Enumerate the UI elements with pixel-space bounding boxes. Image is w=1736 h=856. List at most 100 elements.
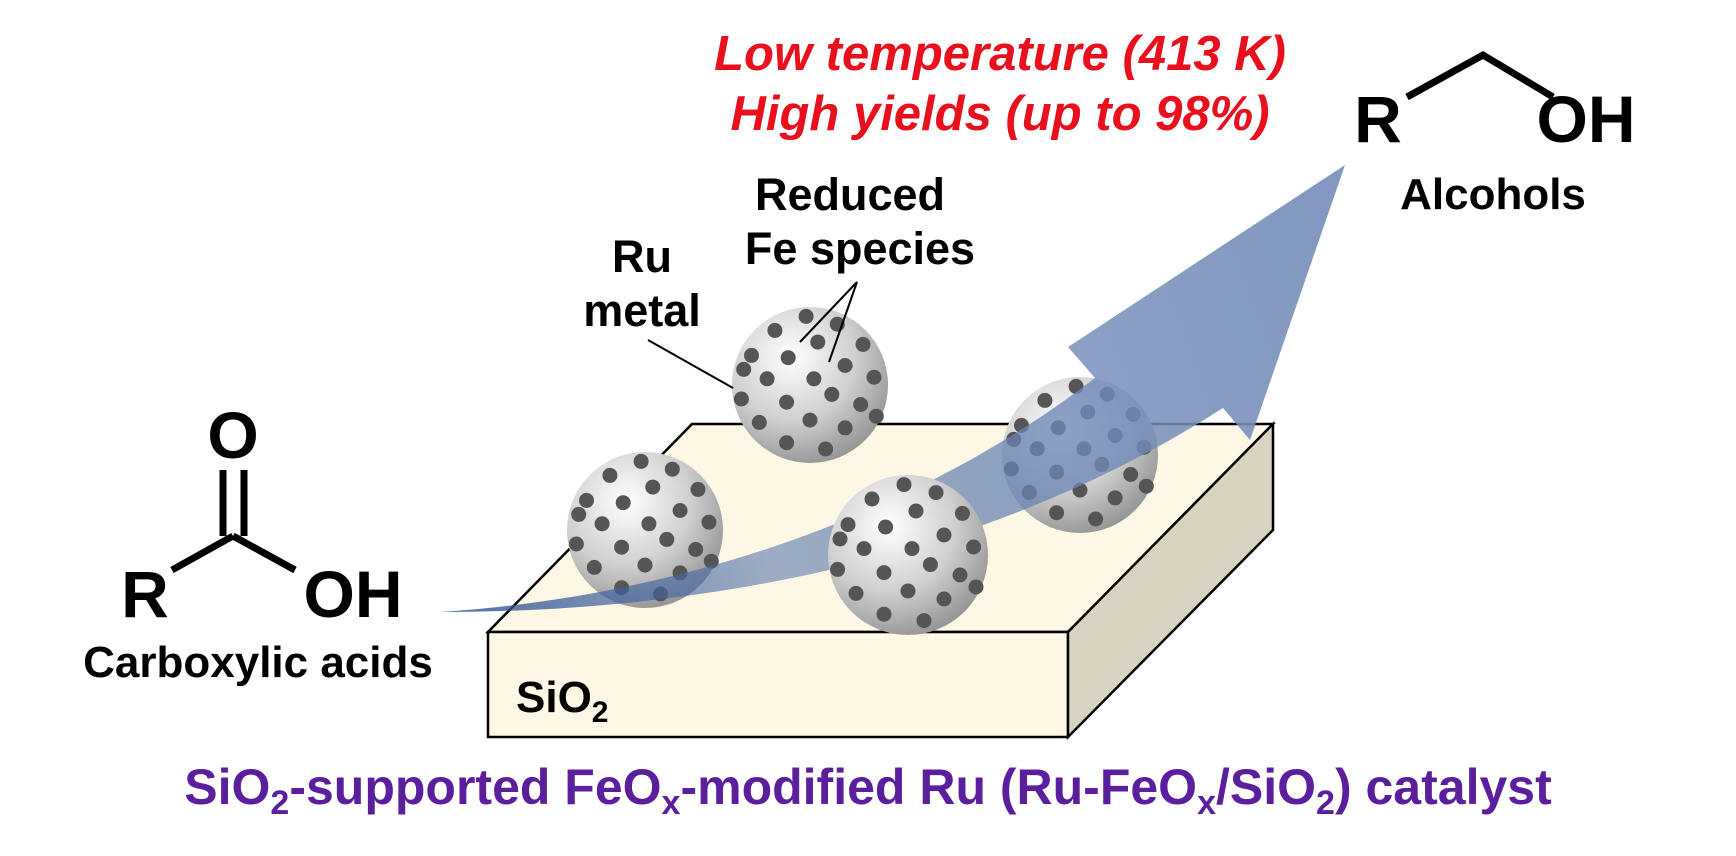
- fe-species-dot: [936, 591, 952, 607]
- ru-label-line2: metal: [583, 285, 701, 336]
- fe-species-dot: [568, 536, 584, 552]
- ru-particle: [828, 475, 988, 635]
- fe-species-dot: [830, 561, 846, 577]
- fe-species-dot: [780, 350, 796, 366]
- fe-species-dot: [767, 322, 783, 338]
- fe-species-dot: [744, 347, 759, 363]
- fe-species-dot: [810, 334, 826, 350]
- fe-species-dot: [688, 542, 704, 557]
- fe-species-dot: [868, 408, 884, 424]
- fe-species-dot: [633, 453, 649, 469]
- fe-species-dot: [896, 477, 912, 493]
- support-label: SiO2: [516, 673, 608, 729]
- label-pointers: [647, 281, 858, 389]
- fe-species-dot: [856, 541, 872, 557]
- caption-part2: -supported FeO: [289, 759, 661, 815]
- fe-species-dot: [1123, 467, 1139, 482]
- caption-sub3: x: [1197, 784, 1216, 822]
- fe-species-dot: [966, 539, 982, 555]
- fe-pointer-right: [828, 281, 858, 363]
- fe-species-dot: [818, 441, 834, 457]
- fe-species-dot: [1088, 511, 1104, 527]
- fe-species-dot: [645, 479, 661, 495]
- fe-species-dot: [733, 391, 749, 407]
- fe-species-dot: [637, 557, 653, 573]
- acid-o-atom: O: [207, 398, 258, 472]
- fe-species-dot: [878, 519, 894, 535]
- caption-sub2: x: [662, 784, 681, 822]
- fe-species-dot: [802, 412, 818, 428]
- fe-species-dot: [855, 336, 871, 352]
- fe-species-dot: [840, 517, 856, 533]
- support-side-face: [1066, 420, 1275, 741]
- fe-species-dot: [848, 585, 864, 601]
- bond-c-oh: [231, 532, 297, 574]
- fe-pointer-left: [799, 281, 858, 343]
- conditions-yield: High yields (up to 98%): [730, 87, 1269, 141]
- caption-part1: SiO: [184, 759, 270, 815]
- acid-r-atom: R: [121, 557, 169, 631]
- fe-species-dot: [659, 531, 675, 547]
- fe-species-dot: [641, 516, 657, 532]
- support-label-sub: 2: [592, 696, 609, 729]
- fe-species-dot: [922, 557, 938, 573]
- fe-species-dot: [952, 567, 968, 583]
- conditions-temperature: Low temperature (413 K): [714, 27, 1286, 81]
- caption-part5: ) catalyst: [1335, 759, 1552, 815]
- spheres-front: [828, 475, 988, 635]
- fe-species-dot: [1107, 490, 1123, 506]
- fe-label-line2: Fe species: [745, 223, 975, 274]
- fe-species-dot: [837, 358, 853, 373]
- fe-species-dot: [876, 606, 892, 622]
- caption-part3: -modified Ru (Ru-FeO: [680, 759, 1197, 815]
- fe-species-dot: [798, 308, 814, 324]
- bond-r-c: [170, 532, 235, 574]
- fe-species-dot: [701, 514, 717, 530]
- fe-species-dot: [866, 369, 882, 385]
- fe-label-line1: Reduced: [755, 169, 945, 220]
- acid-name: Carboxylic acids: [83, 638, 433, 687]
- fe-species-dot: [690, 481, 706, 497]
- fe-species-dot: [614, 539, 630, 555]
- fe-species-dot: [916, 613, 932, 629]
- alcohol-bonds: [1405, 50, 1555, 101]
- caption-sub1: 2: [270, 784, 289, 822]
- fe-species-dot: [579, 492, 594, 508]
- fe-species-dot: [615, 495, 631, 511]
- fe-species-dot: [954, 505, 970, 521]
- fe-species-dot: [876, 565, 892, 581]
- fe-species-dot: [936, 527, 952, 543]
- alcohol-r-atom: R: [1354, 82, 1402, 156]
- sphere-front: [828, 475, 988, 635]
- fe-species-dot: [571, 506, 587, 522]
- fe-species-dot: [900, 583, 916, 599]
- ru-pointer: [647, 339, 734, 389]
- caption-part4: /SiO: [1216, 759, 1316, 815]
- fe-species-dot: [853, 397, 869, 412]
- fe-species-dot: [751, 414, 767, 430]
- fe-species-dot: [824, 386, 840, 402]
- fe-species-dot: [1049, 505, 1065, 521]
- caption-sub4: 2: [1316, 784, 1335, 822]
- fe-species-dot: [779, 435, 795, 451]
- alcohol-name: Alcohols: [1400, 170, 1586, 219]
- fe-species-dot: [664, 461, 680, 477]
- fe-species-dot: [594, 516, 610, 532]
- fe-species-dot: [806, 371, 822, 387]
- fe-species-dot: [672, 503, 688, 518]
- alcohol-oh-group: OH: [1537, 82, 1636, 156]
- fe-species-dot: [1037, 392, 1053, 408]
- fe-species-dot: [736, 361, 752, 377]
- fe-species-dot: [928, 485, 944, 501]
- catalyst-caption: SiO2-supported FeOx-modified Ru (Ru-FeOx…: [184, 759, 1552, 822]
- fe-species-dot: [864, 491, 880, 507]
- fe-species-dot: [832, 531, 848, 547]
- fe-species-dot: [759, 371, 775, 387]
- alcohol-structure: R OH Alcohols: [1354, 50, 1636, 219]
- fe-species-dot: [602, 467, 618, 483]
- fe-species-dot: [1138, 478, 1154, 494]
- support-label-main: SiO: [516, 673, 592, 722]
- fe-species-dot: [586, 559, 602, 575]
- carboxylic-acid-structure: R O OH Carboxylic acids: [83, 398, 433, 687]
